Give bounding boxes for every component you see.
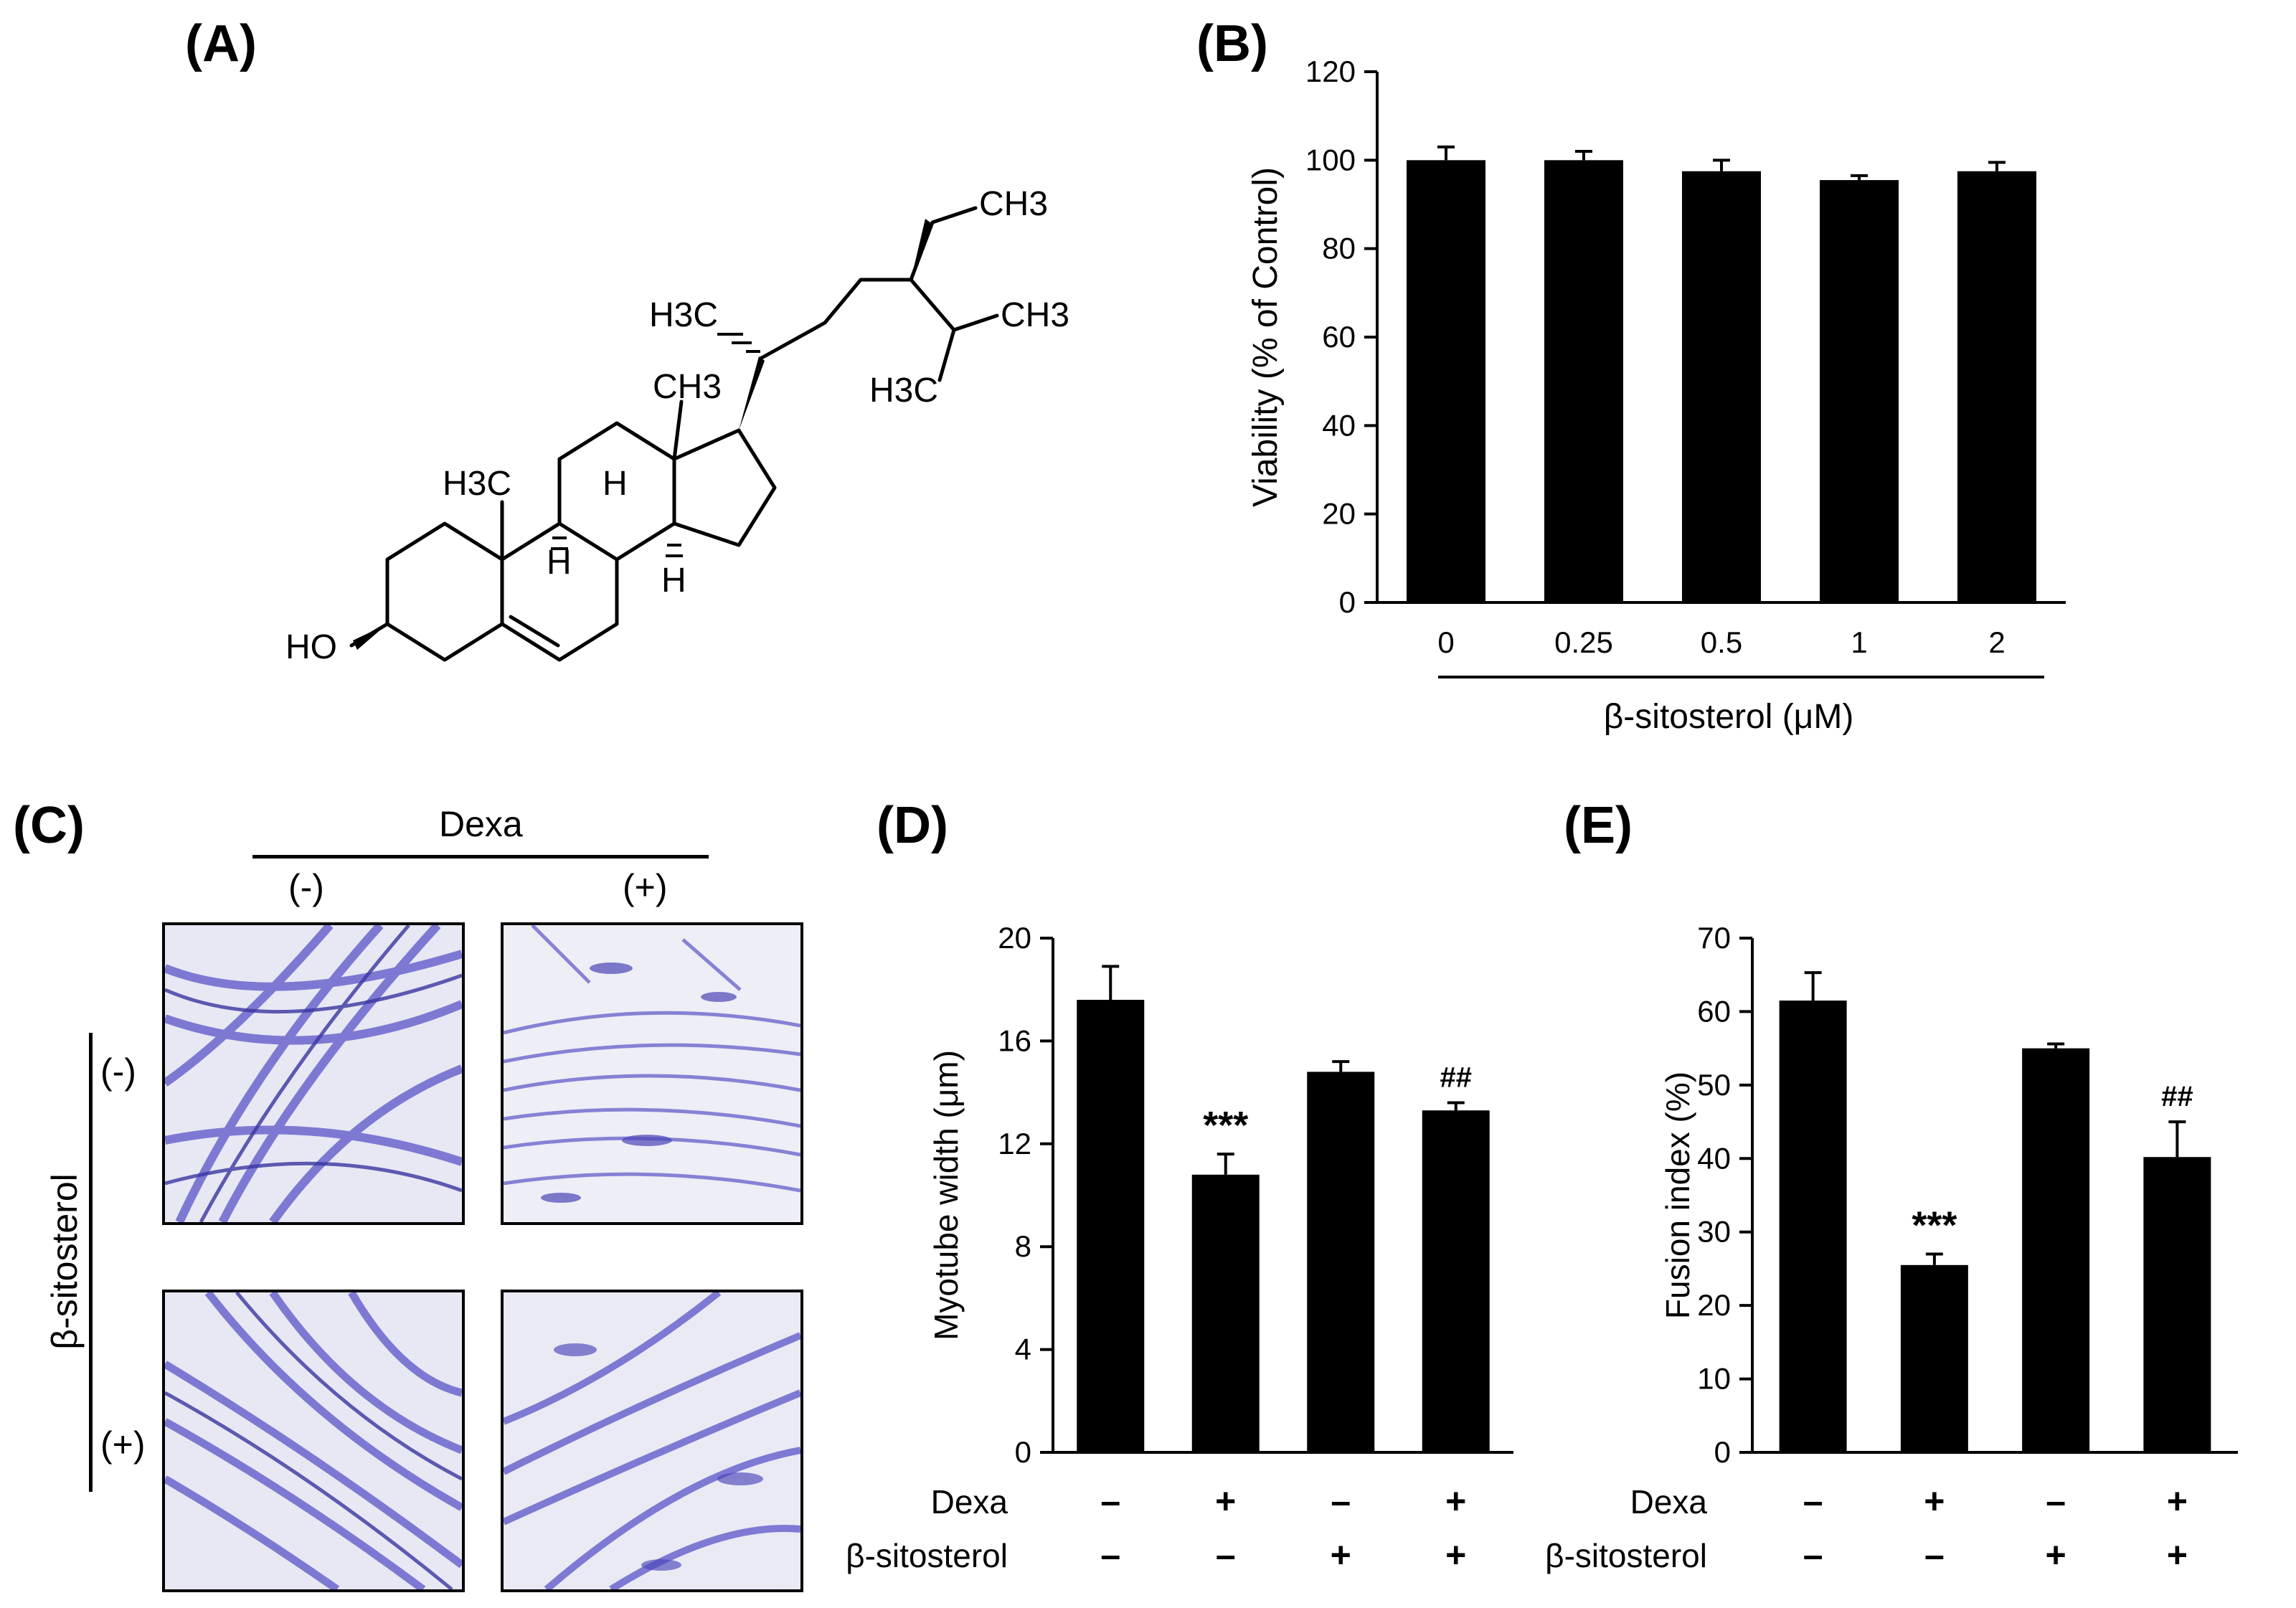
chart-d-row-label: β-sitosterol — [846, 1537, 1008, 1574]
dexa-minus-label: (-) — [288, 867, 324, 907]
chart-d-bar — [1077, 1000, 1145, 1452]
chart-b-bar — [1820, 180, 1899, 603]
chart-b-y-tick-label: 100 — [1305, 143, 1356, 176]
chart-d-y-tick-label: 8 — [1015, 1229, 1031, 1263]
chart-e-row-sign: – — [2046, 1481, 2066, 1521]
chart-e-row-sign: – — [1803, 1481, 1823, 1521]
chart-e-y-tick-label: 10 — [1697, 1362, 1731, 1396]
chart-d-y-tick-label: 20 — [998, 921, 1031, 955]
chart-d-y-tick-label: 0 — [1015, 1435, 1031, 1469]
chart-e-significance-label: *** — [1912, 1203, 1957, 1247]
chart-d-y-tick-label: 12 — [998, 1127, 1031, 1160]
chart-b-x-tick-label: 1 — [1851, 625, 1867, 659]
panel-label-b: (B) — [1196, 15, 1268, 72]
chart-d-significance-label: ## — [1440, 1061, 1473, 1093]
chart-b-bar — [1407, 160, 1485, 603]
chart-e-y-tick-label: 50 — [1697, 1068, 1731, 1102]
dexa-plus-label: (+) — [623, 867, 668, 907]
chart-e-bar — [2143, 1157, 2211, 1452]
chart-d-y-tick-label: 4 — [1015, 1333, 1031, 1366]
panel-label-d: (D) — [877, 797, 948, 854]
chart-b-x-label: β-sitosterol (μM) — [1604, 698, 1854, 736]
chart-e-y-tick-label: 60 — [1697, 994, 1731, 1028]
chart-e-y-tick-label: 0 — [1714, 1435, 1731, 1469]
dexa-header-line — [252, 855, 709, 859]
panel-label-c: (C) — [13, 797, 85, 854]
chart-d-row-sign: – — [1331, 1481, 1351, 1521]
micrograph-dexa-sito-image — [504, 1292, 800, 1589]
chart-e-row-sign: + — [2046, 1535, 2066, 1575]
chart-b-y-tick-label: 60 — [1322, 320, 1356, 354]
chart-d-row-label: Dexa — [931, 1483, 1008, 1520]
chart-e-row-sign: + — [2167, 1481, 2188, 1521]
chart-b-bar — [1544, 160, 1623, 603]
chart-e-row-label: β-sitosterol — [1545, 1537, 1707, 1574]
chart-e-bar — [1779, 1001, 1847, 1452]
panel-label-a: (A) — [185, 15, 257, 72]
chart-b-x-tick-label: 0.25 — [1554, 625, 1613, 659]
chart-b-y-tick-label: 0 — [1339, 585, 1356, 619]
sito-minus-label: (-) — [100, 1051, 136, 1092]
chart-d-significance-label: *** — [1203, 1104, 1248, 1147]
chart-b-y-label: Viability (% of Control) — [1247, 167, 1285, 507]
chart-e-y-tick-label: 40 — [1697, 1141, 1731, 1175]
sito-side-line — [89, 1033, 93, 1492]
chart-e-y-tick-label: 70 — [1697, 921, 1731, 955]
chart-d-row-sign: – — [1100, 1535, 1120, 1575]
chart-b-x-tick-label: 0 — [1437, 625, 1454, 659]
chart-b-x-tick-label: 2 — [1988, 625, 2005, 659]
chart-d-y-label: Myotube width (μm) — [927, 1050, 965, 1340]
chart-e-row-sign: – — [1803, 1535, 1823, 1575]
micrograph-dexa — [501, 922, 803, 1225]
chart-b-y-tick-label: 20 — [1322, 497, 1356, 531]
chart-e-y-label: Fusion index (%) — [1659, 1072, 1696, 1319]
chart-e-row-sign: + — [2167, 1535, 2188, 1575]
chart-e-bar — [1900, 1264, 1968, 1452]
micrograph-sito — [162, 1290, 465, 1592]
chart-d-y-tick-label: 16 — [998, 1023, 1031, 1057]
chart-e-row-label: Dexa — [1630, 1483, 1708, 1520]
micrograph-dexa-sito — [501, 1290, 803, 1592]
chart-d-row-sign: + — [1445, 1535, 1466, 1575]
chart-e-row-sign: + — [1924, 1481, 1945, 1521]
micrograph-control-image — [165, 925, 462, 1222]
dexa-header-label: Dexa — [439, 804, 523, 844]
chart-b-y-tick-label: 40 — [1322, 408, 1356, 442]
sito-plus-label: (+) — [100, 1424, 146, 1465]
panel-label-e: (E) — [1564, 797, 1633, 854]
chart-e-significance-label: ## — [2161, 1081, 2193, 1112]
chart-d-bar — [1422, 1110, 1490, 1452]
chart-d-bar — [1191, 1174, 1260, 1452]
micrograph-control — [162, 922, 465, 1225]
micrograph-dexa-image — [504, 925, 800, 1222]
chart-e-row-sign: – — [1924, 1535, 1945, 1575]
chart-d-row-sign: + — [1331, 1535, 1351, 1575]
chart-d-row-sign: + — [1215, 1481, 1236, 1521]
chart-b-bar — [1957, 171, 2036, 602]
chart-d-row-sign: + — [1445, 1481, 1466, 1521]
chart-d-bar — [1307, 1072, 1375, 1452]
chart-d-row-sign: – — [1100, 1481, 1120, 1521]
chart-b-x-tick-label: 0.5 — [1701, 625, 1742, 659]
chart-b-bar — [1682, 171, 1761, 602]
chart-e-y-tick-label: 20 — [1697, 1288, 1731, 1322]
chart-d-row-sign: – — [1216, 1535, 1236, 1575]
chart-b-y-tick-label: 120 — [1305, 55, 1356, 88]
chart-e-y-tick-label: 30 — [1697, 1215, 1731, 1249]
chart-b-y-tick-label: 80 — [1322, 232, 1356, 265]
micrograph-sito-image — [165, 1292, 462, 1589]
chart-e-bar — [2022, 1048, 2090, 1452]
